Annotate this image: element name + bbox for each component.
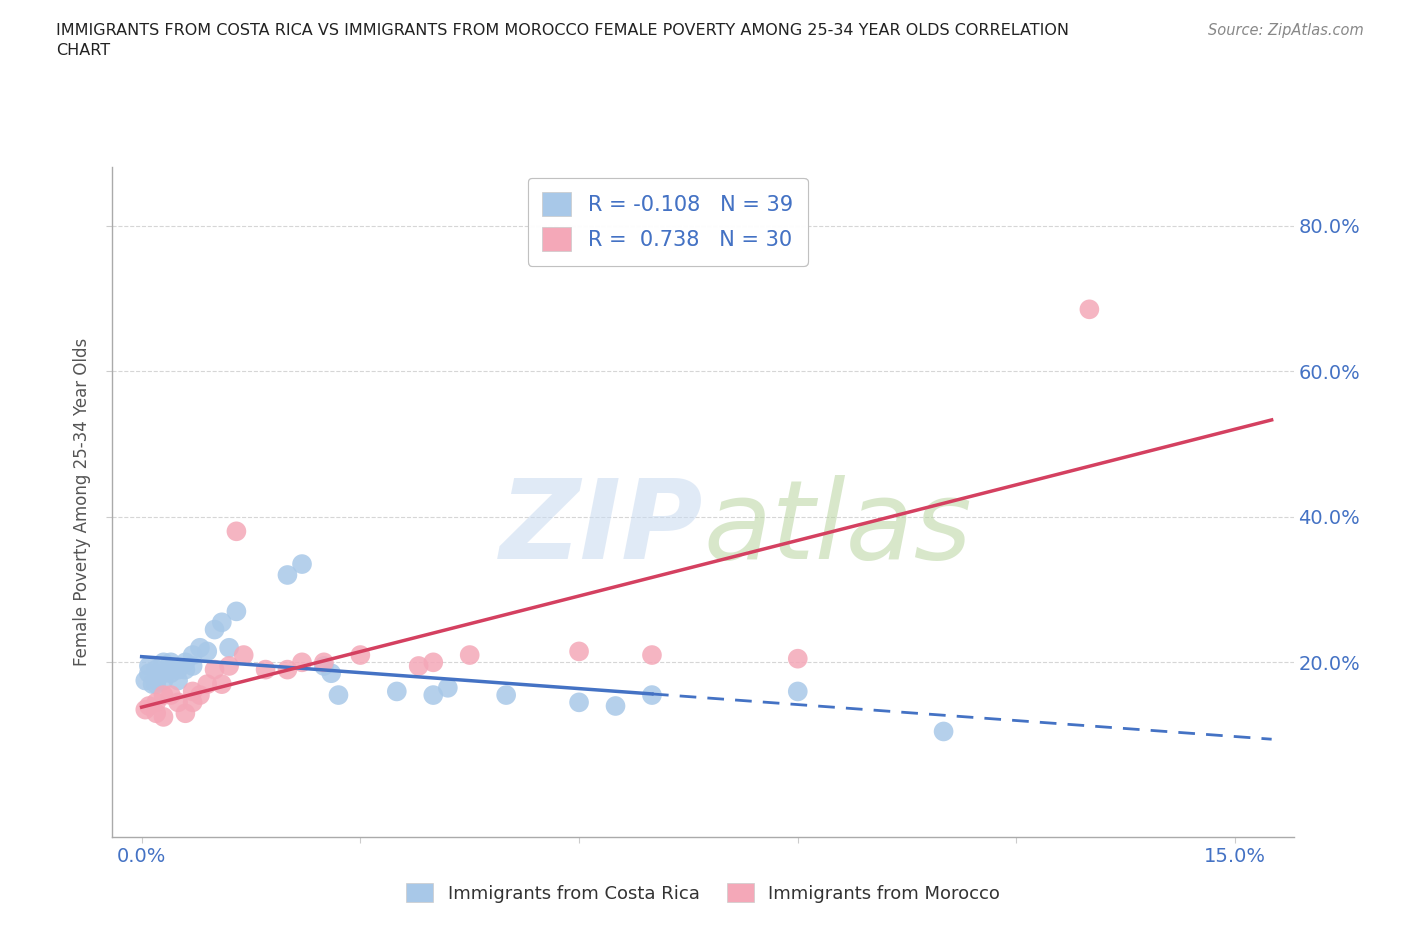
Text: atlas: atlas (703, 475, 972, 582)
Point (134, 673, 156, 688)
Point (138, 658, 160, 673)
Point (786, 684, 808, 698)
Point (152, 666, 174, 681)
Legend: Immigrants from Costa Rica, Immigrants from Morocco: Immigrants from Costa Rica, Immigrants f… (396, 873, 1010, 911)
Point (605, 698, 627, 713)
Point (495, 687, 517, 702)
Point (218, 658, 240, 673)
Y-axis label: Female Poverty Among 25-34 Year Olds: Female Poverty Among 25-34 Year Olds (73, 339, 91, 666)
Point (211, 615, 233, 630)
Legend: R = -0.108   N = 39, R =  0.738   N = 30: R = -0.108 N = 39, R = 0.738 N = 30 (527, 178, 807, 266)
Point (786, 651, 808, 666)
Point (174, 662, 197, 677)
Point (312, 655, 335, 670)
Point (291, 557, 314, 572)
Point (167, 662, 190, 677)
Point (181, 658, 204, 673)
Point (167, 673, 190, 688)
Point (328, 687, 350, 702)
Point (145, 662, 167, 677)
Text: Source: ZipAtlas.com: Source: ZipAtlas.com (1208, 23, 1364, 38)
Point (385, 684, 408, 698)
Point (408, 658, 430, 673)
Point (174, 655, 197, 670)
Point (218, 641, 240, 656)
Point (152, 655, 174, 670)
Point (145, 677, 167, 692)
Point (641, 687, 664, 702)
Point (159, 666, 181, 681)
Point (152, 687, 174, 702)
Point (167, 695, 190, 710)
Point (349, 647, 371, 662)
Point (211, 677, 233, 692)
Point (142, 677, 165, 692)
Point (188, 641, 211, 656)
Point (568, 695, 591, 710)
Point (225, 524, 247, 538)
Point (1078, 302, 1101, 317)
Point (312, 658, 335, 673)
Point (422, 655, 444, 670)
Point (225, 604, 247, 618)
Point (188, 687, 211, 702)
Point (181, 695, 204, 710)
Point (254, 662, 277, 677)
Point (568, 644, 591, 658)
Point (138, 666, 160, 681)
Point (181, 647, 204, 662)
Point (145, 706, 167, 721)
Point (152, 673, 174, 688)
Point (159, 687, 181, 702)
Point (134, 702, 156, 717)
Point (641, 647, 664, 662)
Point (321, 666, 343, 681)
Text: IMMIGRANTS FROM COSTA RICA VS IMMIGRANTS FROM MOROCCO FEMALE POVERTY AMONG 25-34: IMMIGRANTS FROM COSTA RICA VS IMMIGRANTS… (56, 23, 1069, 58)
Point (204, 622, 226, 637)
Point (422, 687, 444, 702)
Text: ZIP: ZIP (499, 475, 703, 582)
Point (276, 662, 298, 677)
Point (291, 655, 314, 670)
Point (159, 662, 181, 677)
Point (138, 698, 160, 713)
Point (276, 567, 298, 582)
Point (145, 673, 167, 688)
Point (458, 647, 481, 662)
Point (181, 684, 204, 698)
Point (145, 695, 167, 710)
Point (232, 647, 254, 662)
Point (204, 662, 226, 677)
Point (174, 706, 197, 721)
Point (437, 681, 460, 696)
Point (195, 644, 218, 658)
Point (195, 677, 218, 692)
Point (932, 724, 955, 739)
Point (159, 655, 181, 670)
Point (152, 710, 174, 724)
